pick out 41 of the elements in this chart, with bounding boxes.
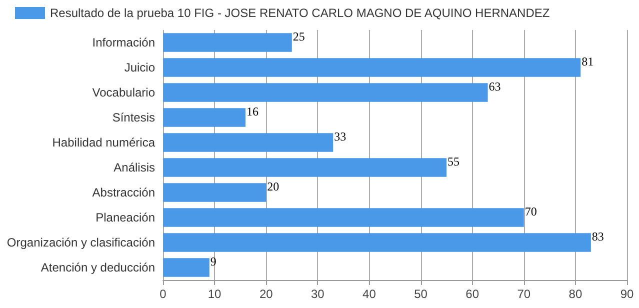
legend-label: Resultado de la prueba 10 FIG - JOSE RENATO CARLO MAGNO DE AQUINO HERNANDEZ [50,6,550,20]
y-tick-label: Juicio [124,60,156,74]
x-tick-label: 40 [362,287,376,301]
y-tick-label: Habilidad numérica [52,136,156,150]
bar [163,258,210,277]
x-tick-label: 0 [160,287,167,301]
y-tick-label: Planeación [96,210,155,224]
y-tick-label: Información [92,36,155,50]
data-label: 81 [582,54,594,68]
bar [163,208,524,227]
y-tick-label: Abstracción [92,186,155,200]
bar [163,233,591,252]
data-label: 63 [488,80,501,94]
y-tick-label: Síntesis [112,110,155,124]
data-label: 16 [246,104,258,118]
data-label: 70 [524,204,537,218]
data-label: 25 [292,30,305,44]
y-tick-label: Organización y clasificación [6,236,155,250]
x-tick-label: 80 [568,287,582,301]
bar [163,108,246,127]
data-label: 9 [210,254,216,268]
data-label: 20 [267,180,280,194]
y-tick-label: Atención y deducción [40,260,155,274]
x-tick-label: 20 [259,287,274,301]
x-tick-label: 70 [517,287,531,301]
bar [163,133,334,152]
x-tick-label: 60 [466,287,480,301]
x-tick-label: 10 [208,287,222,301]
bar [163,183,266,202]
bar [163,158,447,177]
x-tick-label: 30 [310,287,325,301]
data-label: 83 [592,230,604,244]
x-tick-label: 90 [620,287,634,301]
y-tick-label: Vocabulario [92,86,156,100]
bar [163,58,581,77]
bar [163,83,488,102]
data-label: 55 [448,154,460,168]
y-tick-label: Análisis [114,160,155,174]
x-tick-label: 50 [414,287,428,301]
bar [163,33,292,52]
data-label: 33 [334,130,346,144]
